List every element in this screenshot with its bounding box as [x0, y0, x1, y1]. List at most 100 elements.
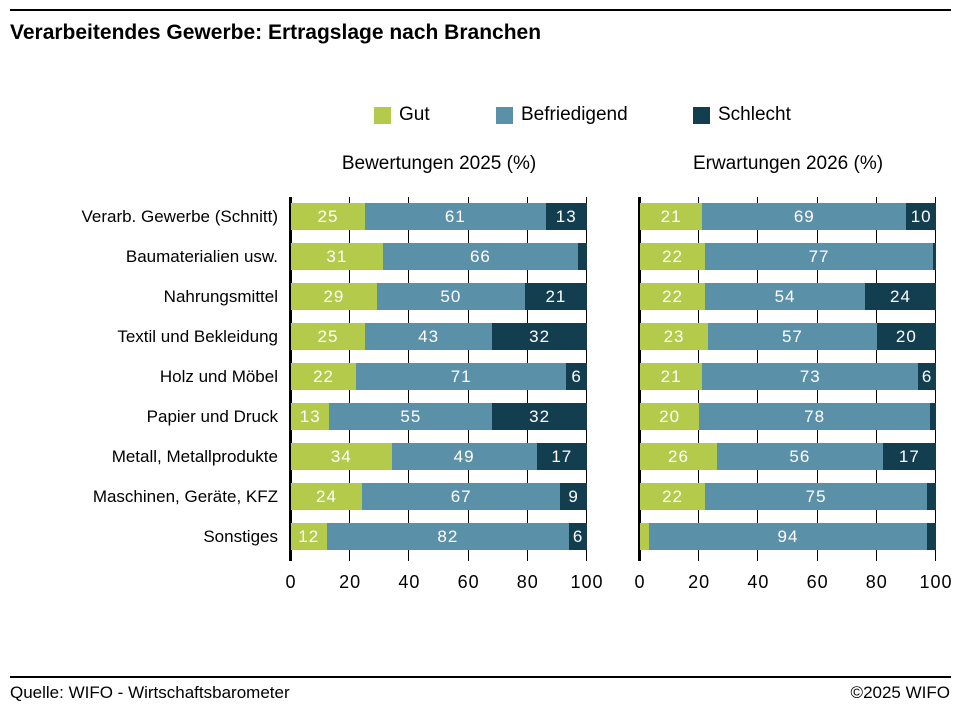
legend-swatch-icon: [374, 106, 391, 124]
bar-segment-gut: 20: [640, 403, 700, 430]
bar-row: 22 75: [640, 483, 936, 510]
bar-segment-befriedigend: 43: [365, 323, 493, 350]
bar-segment-befriedigend: 67: [362, 483, 561, 510]
zero-axis-line: [289, 197, 292, 561]
bar-value-label: 12: [298, 526, 320, 546]
bar-segment-befriedigend: 49: [391, 443, 537, 470]
bar-value-label: 61: [444, 206, 466, 226]
bar-segment-gut: 21: [640, 203, 703, 230]
axis-tick-label: 60: [806, 572, 829, 592]
bar-segment-gut: 22: [640, 243, 706, 270]
bar-value-label: 22: [662, 246, 684, 266]
bar-value-label: 25: [317, 326, 339, 346]
bar-segment-schlecht: 9: [560, 483, 587, 510]
bar-row: 12 82 6: [291, 523, 587, 550]
legend-swatch-icon: [693, 106, 710, 124]
bar-row: 29 50 21: [291, 283, 587, 310]
bar-value-label: 26: [668, 446, 689, 466]
bar-value-label: 6: [921, 366, 933, 386]
bar-segment-schlecht: 6: [569, 523, 587, 550]
bar-value-label: 21: [545, 286, 567, 306]
bar-segment-befriedigend: 78: [699, 403, 931, 430]
bar-segment-schlecht: 6: [566, 363, 587, 390]
axis-tick-label: 100: [570, 572, 604, 592]
category-labels: Verarb. Gewerbe (Schnitt) Baumaterialien …: [0, 197, 278, 557]
bar-segment-gut: 21: [640, 363, 703, 390]
bar-value-label: 82: [437, 526, 459, 546]
bar-row: 23 57 20: [640, 323, 936, 350]
bar-segment-gut: 25: [291, 323, 365, 350]
bar-segment-gut: 29: [291, 283, 377, 310]
bar-value-label: 69: [793, 206, 815, 226]
bar-value-label: 55: [400, 406, 422, 426]
bar-segment-schlecht: 6: [918, 363, 936, 390]
bar-value-label: 32: [529, 326, 551, 346]
bar-value-label: 78: [804, 406, 826, 426]
bar-segment-befriedigend: 71: [356, 363, 567, 390]
category-label: Verarb. Gewerbe (Schnitt): [81, 207, 278, 226]
bar-value-label: 43: [418, 326, 440, 346]
plot-erwartungen: 21 69 10 22 77 22 54 24 23 57 20 21 73 6 20 78 26 56 17 22 7…: [638, 197, 936, 561]
x-axis-erwartungen: 0 20 40 60 80 100: [634, 572, 951, 594]
bar-value-label: 20: [895, 326, 917, 346]
category-label: Papier und Druck: [146, 407, 278, 426]
bar-segment-gut: 23: [640, 323, 709, 350]
bar-segment-befriedigend: 56: [716, 443, 883, 470]
legend-swatch-icon: [496, 106, 513, 124]
bar-segment-gut: [640, 523, 649, 550]
bar-value-label: 13: [555, 206, 577, 226]
bar-row: 22 77: [640, 243, 936, 270]
bar-value-label: 22: [313, 366, 335, 386]
bar-row: 22 54 24: [640, 283, 936, 310]
bar-segment-schlecht: 24: [864, 283, 936, 310]
bar-segment-schlecht: 21: [524, 283, 587, 310]
category-label: Holz und Möbel: [159, 367, 278, 386]
bar-value-label: 73: [799, 366, 821, 386]
bar-row: 21 73 6: [640, 363, 936, 390]
legend-item: Schlecht: [693, 104, 791, 126]
axis-tick-label: 20: [688, 572, 711, 592]
bar-segment-schlecht: 32: [492, 323, 587, 350]
bar-value-label: 34: [330, 446, 352, 466]
axis-tick-label: 40: [398, 572, 421, 592]
legend-item: Befriedigend: [496, 104, 628, 126]
bar-segment-gut: 26: [640, 443, 717, 470]
bar-value-label: 22: [662, 486, 684, 506]
bar-value-label: 10: [910, 206, 932, 226]
axis-tick-label: 60: [457, 572, 480, 592]
category-label: Baumaterialien usw.: [125, 247, 278, 266]
bar-segment-gut: 12: [291, 523, 327, 550]
bar-value-label: 25: [317, 206, 339, 226]
bar-segment-schlecht: [933, 243, 936, 270]
bar-segment-schlecht: 17: [882, 443, 936, 470]
bar-row: 20 78: [640, 403, 936, 430]
bar-value-label: 6: [571, 366, 582, 386]
bar-segment-befriedigend: 82: [326, 523, 570, 550]
legend-label: Gut: [399, 104, 430, 125]
bar-segment-befriedigend: 50: [376, 283, 525, 310]
bar-value-label: 94: [777, 526, 799, 546]
bar-row: 26 56 17: [640, 443, 936, 470]
bar-segment-gut: 22: [291, 363, 357, 390]
bar-value-label: 67: [450, 486, 472, 506]
bar-segment-gut: 31: [291, 243, 383, 270]
bar-segment-befriedigend: 54: [705, 283, 865, 310]
bar-value-label: 6: [572, 526, 584, 546]
bar-row: 25 43 32: [291, 323, 587, 350]
bar-segment-gut: 22: [640, 483, 706, 510]
bar-value-label: 57: [781, 326, 803, 346]
legend-label: Befriedigend: [521, 104, 628, 125]
panel-subtitle-erwartungen: Erwartungen 2026 (%): [692, 153, 884, 174]
bar-segment-schlecht: 32: [492, 403, 587, 430]
bar-row: 31 66: [291, 243, 587, 270]
bar-value-label: 32: [529, 406, 551, 426]
category-label: Sonstiges: [203, 527, 278, 546]
bar-segment-gut: 34: [291, 443, 392, 470]
copyright-note: ©2025 WIFO: [850, 683, 950, 702]
category-label: Maschinen, Geräte, KFZ: [92, 487, 278, 506]
bar-segment-schlecht: [930, 403, 936, 430]
bar-value-label: 17: [898, 446, 920, 466]
bar-segment-schlecht: 10: [906, 203, 936, 230]
bar-value-label: 66: [469, 246, 491, 266]
